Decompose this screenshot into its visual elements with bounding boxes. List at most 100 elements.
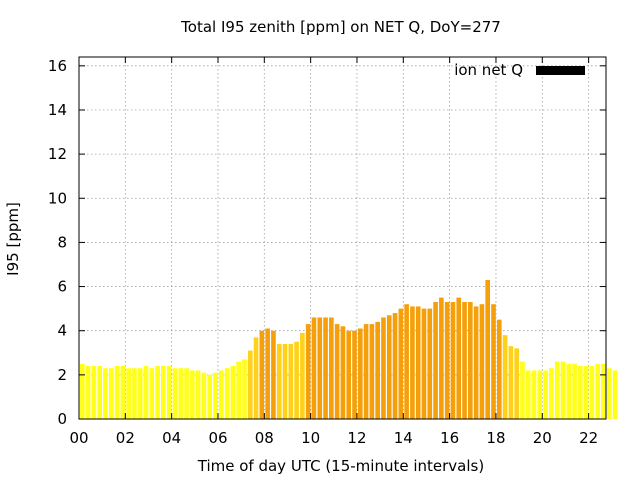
bar	[566, 363, 572, 419]
x-tick-label: 02	[116, 429, 135, 447]
bar	[549, 368, 554, 419]
bars	[80, 279, 618, 419]
bar	[433, 302, 438, 419]
bar	[531, 370, 537, 419]
y-tick-label: 2	[57, 366, 67, 384]
bar	[427, 308, 433, 419]
bar	[137, 368, 143, 419]
bar	[230, 366, 236, 419]
bar	[247, 350, 253, 419]
x-tick-label: 16	[440, 429, 459, 447]
x-tick-label: 20	[533, 429, 552, 447]
bar	[456, 297, 462, 419]
bar	[305, 324, 311, 419]
legend: ion net Q	[454, 61, 585, 79]
bar	[462, 302, 467, 419]
x-tick-label: 08	[255, 429, 274, 447]
x-tick-label: 00	[69, 429, 88, 447]
bar	[282, 343, 288, 419]
bar	[114, 366, 120, 419]
y-tick-label: 6	[57, 278, 67, 296]
bar	[502, 335, 508, 419]
bar	[300, 332, 305, 419]
bar	[161, 366, 166, 419]
bar	[334, 324, 340, 419]
bar	[537, 370, 543, 419]
bar	[143, 366, 149, 419]
bar	[149, 368, 155, 419]
x-tick-label: 04	[162, 429, 181, 447]
bar	[207, 374, 213, 419]
bar	[369, 324, 375, 419]
bar	[578, 366, 583, 419]
bar	[265, 328, 270, 419]
bar	[132, 368, 137, 419]
y-tick-label: 14	[48, 101, 67, 119]
x-tick-label: 22	[579, 429, 598, 447]
bar	[607, 368, 612, 419]
bar	[218, 370, 224, 419]
bar	[323, 317, 328, 419]
x-tick-labels: 00 02 04 06 08 10 12 14 16 18 20 22	[69, 429, 598, 447]
y-tick-label: 16	[48, 57, 67, 75]
bar	[450, 302, 456, 419]
bar	[276, 343, 282, 419]
bar	[172, 368, 178, 419]
bar	[311, 317, 317, 419]
bar	[514, 348, 519, 419]
bar	[473, 306, 479, 419]
bar	[525, 370, 531, 419]
bar	[346, 330, 352, 419]
y-tick-label: 4	[57, 322, 67, 340]
x-tick-label: 06	[208, 429, 227, 447]
x-axis-label: Time of day UTC (15-minute intervals)	[197, 457, 484, 475]
bar	[491, 304, 496, 419]
bar	[595, 363, 601, 419]
bar	[213, 372, 218, 419]
bar	[103, 368, 108, 419]
x-tick-label: 14	[394, 429, 413, 447]
bar	[317, 317, 323, 419]
bar	[375, 321, 380, 419]
bar	[543, 370, 548, 419]
bar	[97, 366, 103, 419]
x-tick-label: 18	[486, 429, 505, 447]
bar	[155, 366, 160, 419]
bar	[381, 317, 386, 419]
y-tick-label: 0	[57, 410, 67, 428]
bar	[439, 297, 444, 419]
y-tick-label: 8	[57, 233, 67, 251]
bar	[352, 330, 357, 419]
bar	[242, 359, 247, 419]
bar	[479, 304, 485, 419]
plot-frame	[78, 56, 607, 420]
bar	[259, 330, 265, 419]
bar	[288, 343, 294, 419]
bar	[85, 366, 91, 419]
bar	[583, 366, 589, 419]
bar	[236, 361, 241, 419]
y-tick-label: 12	[48, 145, 67, 163]
bar	[120, 366, 126, 419]
bar	[468, 302, 473, 419]
bar	[271, 330, 276, 419]
grid	[79, 57, 606, 419]
legend-label: ion net Q	[454, 61, 523, 79]
bar	[166, 366, 172, 419]
bar	[508, 346, 514, 419]
bar	[398, 308, 404, 419]
bar	[410, 306, 415, 419]
bar	[184, 368, 189, 419]
bar	[496, 319, 502, 419]
bar	[91, 366, 97, 419]
bar	[329, 317, 334, 419]
bar	[386, 315, 392, 419]
axis-ticks	[78, 57, 606, 420]
bar	[589, 366, 595, 419]
chart-title: Total I95 zenith [ppm] on NET Q, DoY=277	[180, 18, 501, 36]
bar	[421, 308, 427, 419]
bar	[201, 372, 207, 419]
bar	[363, 324, 369, 419]
y-axis-label: I95 [ppm]	[4, 202, 22, 276]
x-tick-label: 12	[347, 429, 366, 447]
